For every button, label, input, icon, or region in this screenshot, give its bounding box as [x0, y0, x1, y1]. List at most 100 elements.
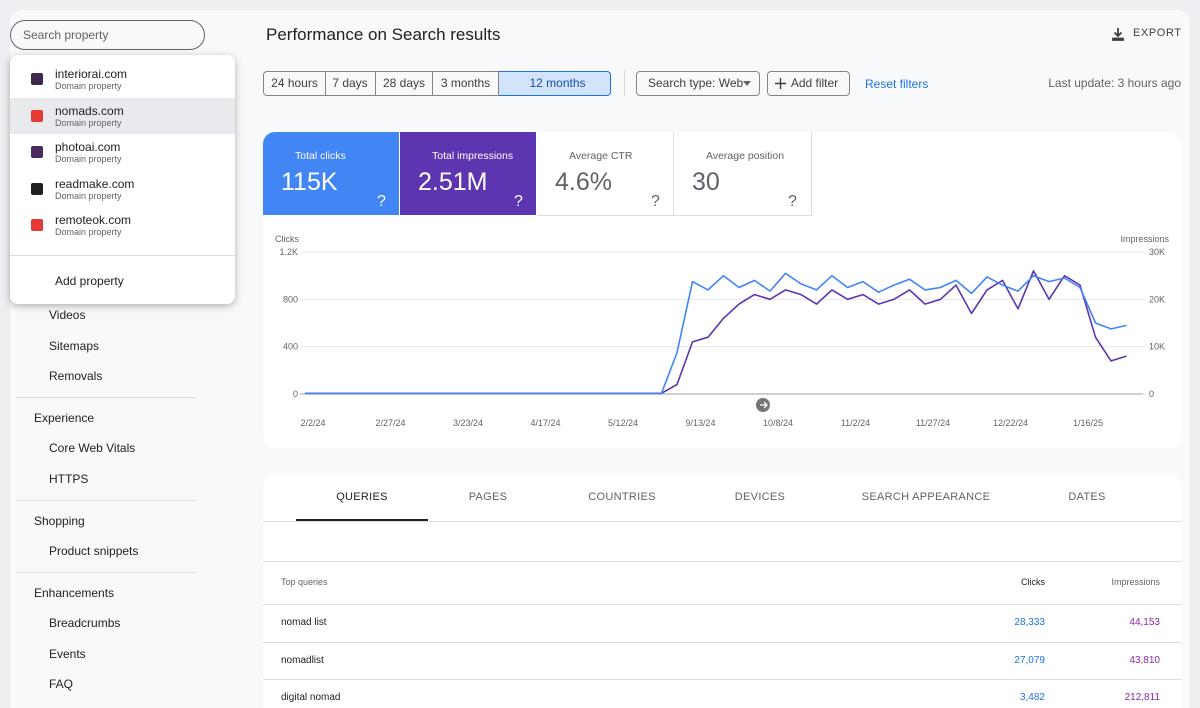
metric-label: Average CTR: [569, 150, 633, 162]
tab[interactable]: PAGES: [468, 491, 508, 503]
property-dropdown: interiorai.com Domain property nomads.com D…: [10, 55, 235, 304]
y2-axis-title: Impressions: [1120, 234, 1169, 244]
property-icon: [31, 146, 43, 159]
divider: [263, 679, 1181, 680]
tab[interactable]: SEARCH APPEARANCE: [861, 491, 991, 503]
x-tick-label: 12/22/24: [993, 418, 1028, 428]
x-tick-label: 1/16/25: [1073, 418, 1103, 428]
property-icon: [31, 73, 43, 85]
data-line: [305, 272, 1127, 395]
tab[interactable]: COUNTRIES: [588, 491, 656, 503]
y-tick-label: 0: [293, 389, 298, 399]
nav-item[interactable]: Breadcrumbs: [49, 616, 121, 631]
divider: [263, 641, 1181, 643]
last-update: Last update: 3 hours ago: [1048, 76, 1181, 90]
metric-card[interactable]: Total clicks 115K?: [263, 132, 399, 215]
property-kind: Domain property: [55, 227, 122, 238]
section-title[interactable]: Experience: [34, 411, 95, 425]
property-option[interactable]: readmake.com Domain property: [10, 171, 235, 207]
metric-value: 115K: [281, 168, 338, 196]
property-kind: Domain property: [55, 190, 122, 201]
help-icon: ?: [514, 193, 523, 211]
range-button[interactable]: 3 months: [433, 71, 499, 96]
range-label: 3 months: [440, 76, 491, 90]
export-button[interactable]: EXPORT: [1133, 27, 1182, 39]
metric-label: Average position: [706, 150, 785, 162]
add-property[interactable]: Add property: [55, 274, 124, 288]
nav-item[interactable]: FAQ: [49, 676, 74, 691]
help-icon: ?: [377, 193, 386, 211]
table-cell: nomad list: [281, 617, 327, 628]
nav-item[interactable]: Events: [49, 646, 86, 661]
property-option[interactable]: remoteok.com Domain property: [10, 207, 235, 243]
y2-tick-label: 30K: [1149, 247, 1165, 257]
property-name: photoai.com: [55, 140, 121, 155]
metric-card[interactable]: Total impressions 2.51M?: [400, 132, 536, 215]
search-type-button[interactable]: Search type: Web: [636, 71, 760, 96]
sidebar: Videos Sitemaps Removals Experience Core Web…: [10, 300, 240, 708]
divider: [16, 397, 196, 398]
x-tick-label: 5/12/24: [608, 418, 638, 428]
metric-card[interactable]: Average position 30?: [674, 132, 812, 216]
metric-card[interactable]: Average CTR 4.6%?: [537, 132, 674, 216]
divider: [10, 255, 235, 256]
property-name: interiorai.com: [55, 67, 128, 81]
x-tick-label: 2/2/24: [300, 418, 325, 428]
y2-tick-label: 10K: [1149, 342, 1165, 352]
range-label: 12 months: [529, 76, 586, 90]
x-tick-label: 10/8/24: [763, 418, 793, 428]
range-button[interactable]: 7 days: [325, 71, 376, 96]
property-icon: [31, 182, 43, 195]
plus-icon: [775, 78, 786, 89]
help-icon: ?: [788, 193, 797, 211]
range-button[interactable]: 24 hours: [263, 71, 326, 96]
property-name: nomads.com: [55, 103, 124, 118]
reset-filters[interactable]: Reset filters: [865, 77, 929, 91]
nav-item[interactable]: Product snippets: [49, 543, 139, 558]
table-card: QUERIES PAGES COUNTRIES DEVICES SEARCH APPEA…: [263, 473, 1181, 708]
tab[interactable]: QUERIES: [336, 491, 388, 503]
nav-item[interactable]: Core Web Vitals: [49, 441, 136, 456]
chart: Clicks Impressions 0 400 800 1.2K 0 10K 20K 30K 2/…: [275, 234, 1170, 428]
property-option[interactable]: nomads.com Domain property: [10, 97, 235, 134]
column-header[interactable]: Clicks: [1021, 577, 1045, 587]
range-button[interactable]: 12 months: [499, 71, 611, 96]
section-title[interactable]: Enhancements: [34, 585, 115, 600]
tab[interactable]: DEVICES: [734, 491, 786, 503]
nav-item[interactable]: HTTPS: [49, 471, 89, 486]
nav-item[interactable]: Sitemaps: [49, 338, 100, 353]
x-tick-label: 4/17/24: [530, 418, 560, 428]
y2-tick-label: 0: [1149, 389, 1154, 399]
x-tick-label: 2/27/24: [375, 418, 405, 428]
nav-item[interactable]: Videos: [49, 308, 86, 322]
add-filter-label: Add filter: [790, 76, 839, 90]
property-name: remoteok.com: [55, 213, 132, 228]
table-cell: 27,079: [1014, 654, 1045, 666]
tab-indicator: [296, 519, 428, 521]
table-cell: 3,482: [1019, 692, 1045, 703]
section-title[interactable]: Shopping: [34, 513, 85, 528]
property-kind: Domain property: [55, 154, 122, 165]
column-header[interactable]: Impressions: [1111, 577, 1160, 587]
page-title: Performance on Search results: [266, 25, 501, 44]
search-placeholder: Search property: [23, 28, 109, 42]
divider: [263, 604, 1181, 605]
x-tick-label: 11/2/24: [841, 418, 870, 428]
range-button[interactable]: 28 days: [376, 71, 433, 96]
column-header[interactable]: Top queries: [281, 577, 328, 587]
search-box[interactable]: Search property: [10, 20, 205, 50]
property-option[interactable]: photoai.com Domain property: [10, 134, 235, 170]
property-icon: [31, 109, 43, 122]
add-filter-button[interactable]: Add filter: [767, 71, 850, 96]
property-icon: [31, 219, 43, 232]
x-tick-label: 9/13/24: [685, 418, 715, 428]
annotation-marker[interactable]: [756, 398, 770, 412]
nav-item[interactable]: Removals: [49, 369, 103, 383]
tab[interactable]: DATES: [1068, 491, 1106, 503]
range-label: 24 hours: [271, 76, 318, 90]
y-tick-label: 1.2K: [279, 247, 298, 257]
table-cell: nomadlist: [281, 654, 324, 666]
metric-value: 30: [692, 168, 720, 196]
metric-value: 4.6%: [555, 168, 612, 196]
property-option[interactable]: interiorai.com Domain property: [10, 61, 235, 97]
